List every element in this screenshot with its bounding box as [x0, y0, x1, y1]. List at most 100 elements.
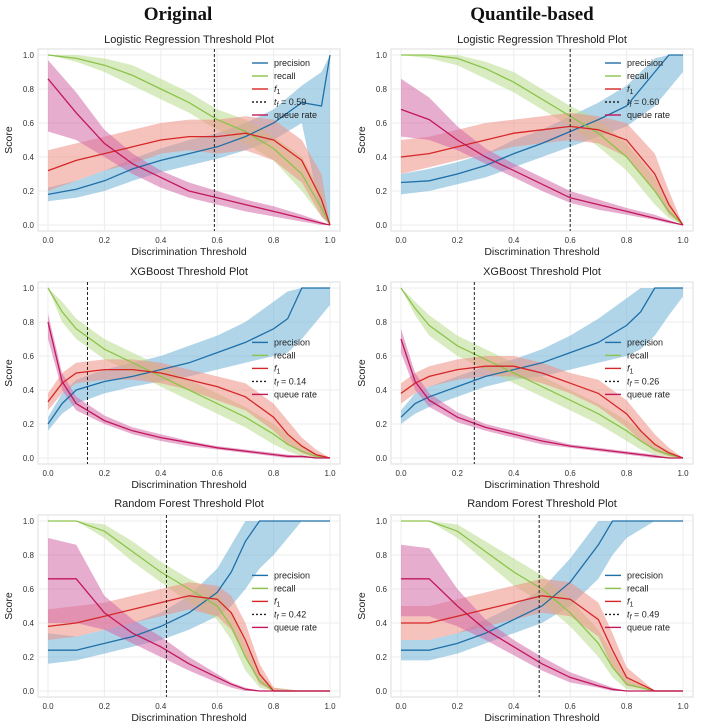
x-axis-label: Discrimination Threshold: [484, 712, 600, 724]
y-tick-label: 0.8: [376, 85, 388, 94]
series-line-recall: [401, 54, 684, 226]
series-line-queue-rate: [400, 108, 684, 226]
legend-entry-f1: f1: [274, 596, 281, 608]
series-line-queue-rate: [47, 78, 331, 226]
y-tick-label: 0.0: [23, 454, 35, 463]
series-line-f1: [47, 368, 331, 459]
x-tick-label: 0.4: [155, 702, 167, 711]
y-tick-label: 1.0: [376, 51, 388, 60]
series-line-queue-rate: [401, 578, 683, 692]
y-tick-label: 0.4: [376, 386, 388, 395]
series-line-precision: [400, 287, 683, 418]
legend-entry-f1: f1: [627, 363, 634, 375]
y-tick-label: 0.2: [23, 653, 35, 662]
series-line-precision: [48, 520, 330, 651]
chart-panel-0: Logistic Regression Threshold Plot 0.0 0.2…: [3, 34, 341, 258]
chart-title: XGBoost Threshold Plot: [483, 266, 601, 278]
y-tick-label: 0.0: [376, 454, 388, 463]
band-precision: [401, 288, 683, 424]
chart-title: Logistic Regression Threshold Plot: [104, 34, 274, 46]
legend-entry-recall: recall: [627, 71, 649, 81]
band-recall: [401, 55, 683, 225]
y-tick-label: 0.2: [376, 653, 388, 662]
chart-panel-3: XGBoost Threshold Plot 0.0 0.2 0.4 0.6 0.8 1.0…: [356, 266, 694, 491]
x-tick-label: 0.6: [565, 236, 577, 245]
chart-panel-1: Logistic Regression Threshold Plot 0.0 0.2…: [356, 34, 694, 258]
band-precision: [401, 55, 683, 195]
y-tick-label: 0.4: [23, 386, 35, 395]
band-precision: [48, 288, 330, 431]
x-tick-label: 0.2: [452, 469, 464, 478]
legend-entry-f1: f1: [627, 84, 634, 96]
x-tick-label: 0.2: [99, 469, 111, 478]
x-tick-label: 0.2: [452, 236, 464, 245]
series-line-f1: [400, 125, 684, 226]
legend-entry-recall: recall: [274, 583, 296, 593]
x-tick-label: 0.8: [621, 236, 633, 245]
band-queue-rate: [401, 544, 683, 691]
x-tick-label: 0.2: [452, 702, 464, 711]
y-tick-label: 0.6: [23, 585, 35, 594]
chart-panel-2: XGBoost Threshold Plot 0.0 0.2 0.4 0.6 0.8 1.0…: [3, 266, 341, 491]
legend-entry-recall: recall: [627, 583, 649, 593]
legend-entry-queue-rate: queue rate: [274, 110, 317, 120]
x-tick-label: 0.6: [565, 469, 577, 478]
x-axis-label: Discrimination Threshold: [131, 712, 247, 724]
series-line-f1: [400, 365, 684, 459]
x-tick-label: 0.6: [212, 236, 224, 245]
y-tick-label: 0.8: [23, 85, 35, 94]
x-tick-label: 0.8: [268, 469, 280, 478]
x-axis-label: Discrimination Threshold: [131, 246, 247, 258]
legend-entry-precision: precision: [627, 58, 663, 68]
y-tick-label: 0.6: [376, 585, 388, 594]
y-tick-label: 0.4: [376, 153, 388, 162]
band-queue-rate: [48, 538, 330, 691]
y-axis-label: Score: [3, 592, 15, 620]
x-tick-label: 0.2: [99, 702, 111, 711]
band-queue-rate: [401, 328, 683, 458]
y-tick-label: 1.0: [23, 517, 35, 526]
x-tick-label: 0.8: [268, 236, 280, 245]
series-line-queue-rate: [400, 338, 683, 459]
y-tick-label: 0.6: [376, 119, 388, 128]
x-tick-label: 0.8: [621, 702, 633, 711]
y-tick-label: 0.8: [376, 318, 388, 327]
column-header-original: Original: [143, 4, 213, 25]
x-tick-label: 0.0: [395, 702, 407, 711]
x-tick-label: 0.4: [155, 236, 167, 245]
x-tick-label: 1.0: [324, 702, 336, 711]
x-tick-label: 1.0: [324, 236, 336, 245]
legend-entry-recall: recall: [274, 71, 296, 81]
chart-title: Random Forest Threshold Plot: [467, 498, 617, 510]
series-line-recall: [47, 287, 331, 459]
y-tick-label: 0.4: [23, 153, 35, 162]
series-line-queue-rate: [47, 321, 330, 459]
y-tick-label: 0.8: [376, 551, 388, 560]
chart-title: Logistic Regression Threshold Plot: [457, 34, 627, 46]
y-axis-label: Score: [356, 592, 368, 620]
y-tick-label: 0.2: [23, 420, 35, 429]
x-tick-label: 1.0: [677, 469, 689, 478]
y-tick-label: 1.0: [376, 284, 388, 293]
series-line-precision: [47, 287, 330, 425]
y-axis-label: Score: [3, 126, 15, 154]
x-tick-label: 0.0: [42, 702, 54, 711]
x-tick-label: 0.0: [42, 236, 54, 245]
legend-entry-queue-rate: queue rate: [274, 622, 317, 632]
legend-entry-recall: recall: [627, 350, 649, 360]
y-tick-label: 0.2: [376, 187, 388, 196]
y-tick-label: 1.0: [376, 517, 388, 526]
band-f1: [401, 356, 683, 458]
x-tick-label: 0.4: [508, 702, 520, 711]
chart-title: XGBoost Threshold Plot: [130, 266, 248, 278]
y-tick-label: 0.4: [23, 619, 35, 628]
legend-entry-precision: precision: [274, 570, 310, 580]
series-line-precision: [401, 520, 683, 651]
y-tick-label: 1.0: [23, 284, 35, 293]
chart-title: Random Forest Threshold Plot: [114, 498, 264, 510]
y-tick-label: 0.2: [376, 420, 388, 429]
x-tick-label: 0.4: [155, 469, 167, 478]
x-tick-label: 0.4: [508, 469, 520, 478]
chart-panel-4: Random Forest Threshold Plot 0.0 0.2 0.4 0.6…: [3, 498, 341, 724]
column-header-quantile: Quantile-based: [470, 4, 594, 25]
